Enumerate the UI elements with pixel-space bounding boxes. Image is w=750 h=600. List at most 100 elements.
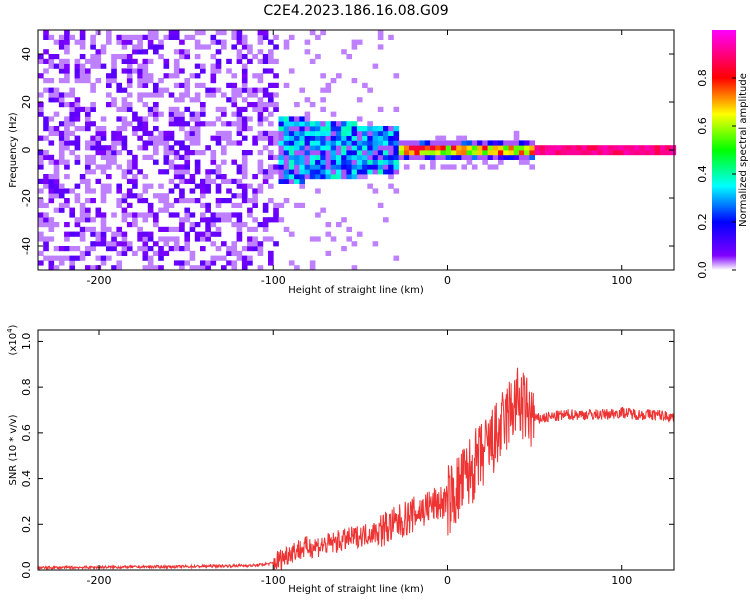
spectrogram-cell [247, 126, 253, 132]
spectrogram-cell [163, 34, 170, 40]
spectrogram-cell [153, 44, 159, 50]
spectrogram-cell [79, 30, 86, 36]
spectrogram-cell [58, 202, 65, 208]
spectrogram-cell [299, 145, 306, 151]
spectrogram-cell [226, 121, 232, 127]
spectrogram-cell [524, 140, 530, 146]
spectrogram-cell [268, 217, 274, 223]
spectrogram-cell [471, 154, 478, 160]
spectrogram-cell [184, 87, 191, 93]
spectrogram-cell [64, 30, 70, 36]
spectrogram-cell [43, 34, 49, 40]
spectrogram-cell [607, 145, 614, 151]
spectrogram-cell [268, 39, 274, 45]
spectrogram-cell [126, 169, 133, 175]
spectrogram-cell [325, 169, 332, 175]
spectrogram-cell [309, 121, 316, 127]
spectrogram-cell [90, 226, 96, 232]
spectrogram-cell [43, 222, 49, 228]
spectrogram-cell [278, 140, 285, 146]
spectrogram-cell [288, 68, 295, 74]
spectrogram-cell [179, 169, 185, 175]
spectrogram-cell [346, 169, 353, 175]
spectrogram-cell [106, 78, 112, 84]
spectrogram-cell [388, 140, 394, 146]
spectrogram-cell [100, 260, 107, 266]
spectrogram-cell [241, 78, 248, 84]
spectrogram-cell [231, 97, 238, 103]
spectrogram-cell [74, 135, 81, 141]
spectrogram-cell [116, 135, 123, 141]
spectrogram-cell [64, 39, 70, 45]
spectrogram-cell [38, 188, 44, 194]
spectrogram-cell [58, 102, 65, 108]
spectrogram-cell [524, 159, 530, 165]
spectrogram-cell [158, 250, 164, 256]
spectrogram-cell [111, 236, 117, 242]
spectrogram-cell [215, 174, 222, 180]
spectrogram-cell [461, 150, 468, 156]
spectrogram-cell [471, 145, 478, 151]
spectrogram-cell [398, 145, 405, 151]
spectrogram-cell [231, 178, 238, 184]
spectrogram-cell [147, 183, 154, 189]
snr-x-tick-label: -100 [261, 574, 286, 587]
spectrogram-cell [367, 87, 373, 93]
colorbar-tick-label: 0.2 [696, 213, 709, 231]
spectrogram-y-tick-label: 40 [20, 47, 33, 61]
spectrogram-cell [74, 154, 81, 160]
spectrogram-cell [320, 207, 326, 213]
spectrogram-cell [58, 34, 65, 40]
spectrogram-cell [168, 92, 175, 98]
spectrogram-cell [64, 198, 70, 204]
spectrogram-cell [116, 34, 123, 40]
spectrogram-cell [53, 183, 60, 189]
spectrogram-cell [362, 164, 368, 170]
spectrogram-cell [665, 145, 671, 151]
spectrogram-cell [158, 130, 164, 136]
spectrogram-cell [153, 30, 159, 36]
spectrogram-cell [309, 126, 316, 132]
snr-frame [37, 329, 675, 571]
spectrogram-cell [362, 174, 368, 180]
spectrogram-cell [356, 231, 363, 237]
snr-y-tick-label: 0.0 [20, 561, 33, 579]
spectrogram-cell [257, 87, 264, 93]
spectrogram-cell [53, 159, 60, 165]
spectrogram-cell [299, 116, 306, 122]
spectrogram-cell [132, 68, 138, 74]
spectrogram-cell [205, 226, 211, 232]
spectrogram-cell [74, 73, 81, 79]
spectrogram-cell [126, 212, 133, 218]
spectrogram-cell [268, 111, 274, 117]
spectrogram-cell [372, 145, 379, 151]
spectrogram-cell [362, 154, 368, 160]
spectrogram-cell [330, 130, 337, 136]
spectrogram-cell [147, 73, 154, 79]
spectrogram-cell [48, 217, 55, 223]
spectrogram-cell [215, 188, 222, 194]
spectrogram-cell [273, 82, 279, 88]
spectrogram-cell [236, 87, 243, 93]
spectrogram-cell [231, 222, 238, 228]
spectrogram-cell [278, 135, 285, 141]
spectrogram-cell [451, 145, 457, 151]
spectrogram-cell [247, 102, 253, 108]
spectrogram-cell [64, 246, 70, 252]
spectrogram-cell [137, 169, 143, 175]
spectrogram-cell [288, 130, 295, 136]
spectrogram-cell [163, 63, 170, 69]
spectrogram-cell [377, 34, 384, 40]
spectrogram-cell [351, 140, 358, 146]
spectrogram-cell [64, 140, 70, 146]
spectrogram-cell [315, 121, 321, 127]
spectrogram-cell [194, 183, 201, 189]
spectrogram-cell [215, 226, 222, 232]
spectrogram-cell [58, 188, 65, 194]
spectrogram-x-label: Height of straight line (km) [288, 285, 424, 296]
spectrogram-cell [288, 154, 295, 160]
spectrogram-cell [137, 34, 143, 40]
spectrogram-cell [58, 97, 65, 103]
spectrogram-cell [137, 231, 143, 237]
spectrogram-cell [189, 188, 196, 194]
